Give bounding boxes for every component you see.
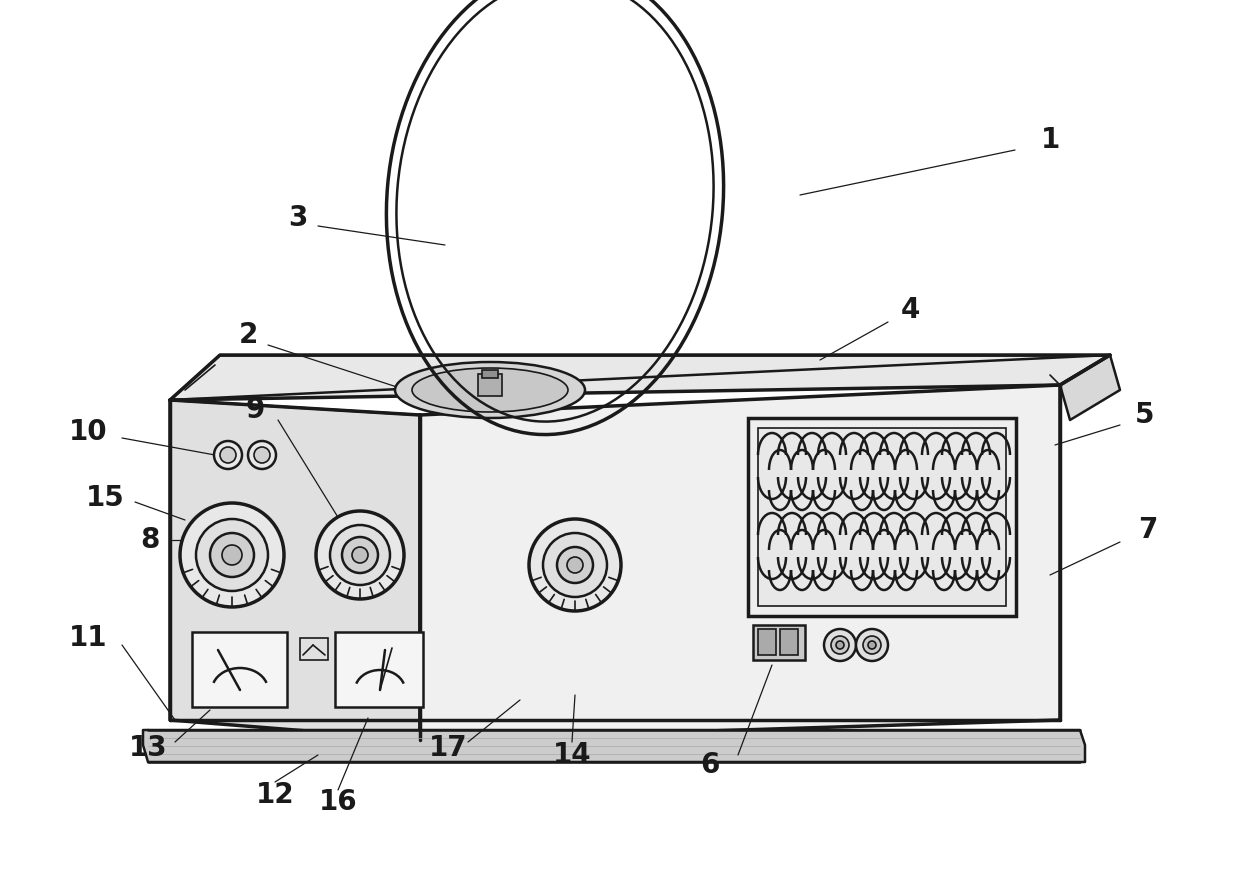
Bar	[300, 638, 329, 660]
Text: 6: 6	[701, 751, 719, 779]
Circle shape	[219, 447, 236, 463]
Text: 1: 1	[1040, 126, 1060, 154]
Circle shape	[254, 447, 270, 463]
Bar	[758, 629, 776, 655]
Polygon shape	[155, 735, 1075, 755]
Circle shape	[557, 547, 593, 583]
Circle shape	[825, 629, 856, 661]
Text: 4: 4	[900, 296, 920, 324]
Circle shape	[222, 545, 242, 565]
Text: 5: 5	[1136, 401, 1154, 429]
Text: 13: 13	[129, 734, 167, 762]
Circle shape	[210, 533, 254, 577]
Text: 17: 17	[429, 734, 467, 762]
Polygon shape	[1060, 355, 1120, 420]
Bar	[192, 632, 286, 707]
Circle shape	[316, 511, 404, 599]
Bar	[335, 632, 423, 707]
Circle shape	[856, 629, 888, 661]
Text: 7: 7	[1138, 516, 1158, 544]
Text: 8: 8	[140, 526, 160, 554]
Bar	[780, 629, 799, 655]
Polygon shape	[420, 385, 1060, 740]
Ellipse shape	[412, 368, 568, 412]
Bar	[482, 370, 498, 378]
Text: 14: 14	[553, 741, 591, 769]
Text: 3: 3	[289, 204, 308, 232]
Polygon shape	[143, 730, 1085, 762]
Circle shape	[215, 441, 242, 469]
Circle shape	[567, 557, 583, 573]
Circle shape	[868, 641, 875, 649]
Circle shape	[180, 503, 284, 607]
Text: 12: 12	[255, 781, 294, 809]
Text: 2: 2	[238, 321, 258, 349]
Text: 16: 16	[319, 788, 357, 816]
Circle shape	[248, 441, 277, 469]
Circle shape	[863, 636, 880, 654]
Circle shape	[330, 525, 391, 585]
Ellipse shape	[396, 362, 585, 418]
Circle shape	[196, 519, 268, 591]
Text: 15: 15	[86, 484, 124, 512]
Bar	[758, 428, 1006, 606]
Polygon shape	[170, 400, 420, 740]
Circle shape	[831, 636, 849, 654]
Bar	[753, 625, 805, 660]
Text: 10: 10	[68, 418, 108, 446]
Circle shape	[352, 547, 368, 563]
Text: 11: 11	[68, 624, 107, 652]
Polygon shape	[170, 355, 1110, 400]
Circle shape	[543, 533, 608, 597]
Text: 9: 9	[246, 396, 264, 424]
Bar	[748, 418, 1016, 616]
Circle shape	[342, 537, 378, 573]
Circle shape	[836, 641, 844, 649]
Bar	[477, 374, 502, 396]
Circle shape	[529, 519, 621, 611]
